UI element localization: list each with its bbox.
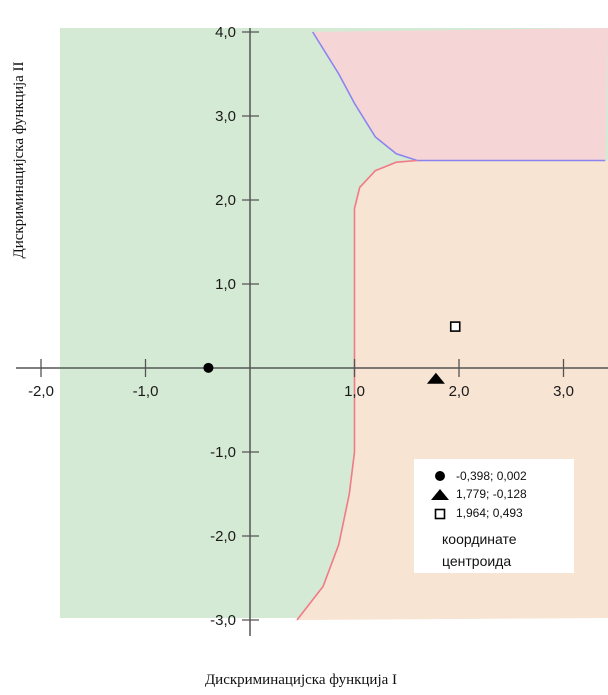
axes xyxy=(16,28,608,636)
x-tick-label: 2,0 xyxy=(449,383,470,400)
legend-caption-line1: координате xyxy=(442,531,517,547)
tick-marks xyxy=(40,31,565,621)
legend: -0,398; 0,002 1,779; -0,128 1,964; 0,493… xyxy=(414,459,574,573)
legend-label-2: 1,779; -0,128 xyxy=(456,487,527,501)
legend-marker-triangle xyxy=(431,489,449,500)
region-top-right xyxy=(312,28,608,161)
centroid-points xyxy=(203,321,461,384)
centroid-square xyxy=(449,321,461,332)
territory-boundaries xyxy=(296,31,606,621)
centroid-triangle xyxy=(426,372,445,384)
x-tick-label: -1,0 xyxy=(133,383,159,400)
legend-label-3: 1,964; 0,493 xyxy=(456,506,523,520)
legend-marker-circle xyxy=(435,471,445,481)
y-tick-label: 3,0 xyxy=(215,108,236,125)
tick-labels: -2,0 -1,0 1,0 2,0 3,0 4,0 3,0 2,0 1,0 -1,0 -2,0 -3,… xyxy=(28,24,574,629)
y-axis-title: Дискриминацијска функција II xyxy=(11,61,27,258)
legend-caption-line2: центроида xyxy=(442,553,511,569)
x-tick-label: -2,0 xyxy=(28,383,54,400)
legend-label-1: -0,398; 0,002 xyxy=(456,469,527,483)
y-tick-label: 4,0 xyxy=(215,24,236,41)
y-tick-label: -3,0 xyxy=(210,612,236,629)
y-tick-label: 2,0 xyxy=(215,192,236,209)
x-axis-title: Дискриминацијска функција I xyxy=(205,672,397,688)
y-tick-label: -1,0 xyxy=(210,444,236,461)
legend-marker-square xyxy=(434,508,446,520)
x-tick-label: 3,0 xyxy=(553,383,574,400)
y-tick-label: 1,0 xyxy=(215,276,236,293)
centroid-circle xyxy=(203,362,214,373)
x-tick-label: 1,0 xyxy=(344,383,365,400)
legend-markers xyxy=(431,471,449,520)
y-tick-label: -2,0 xyxy=(210,528,236,545)
boundary-line-2 xyxy=(296,159,418,621)
